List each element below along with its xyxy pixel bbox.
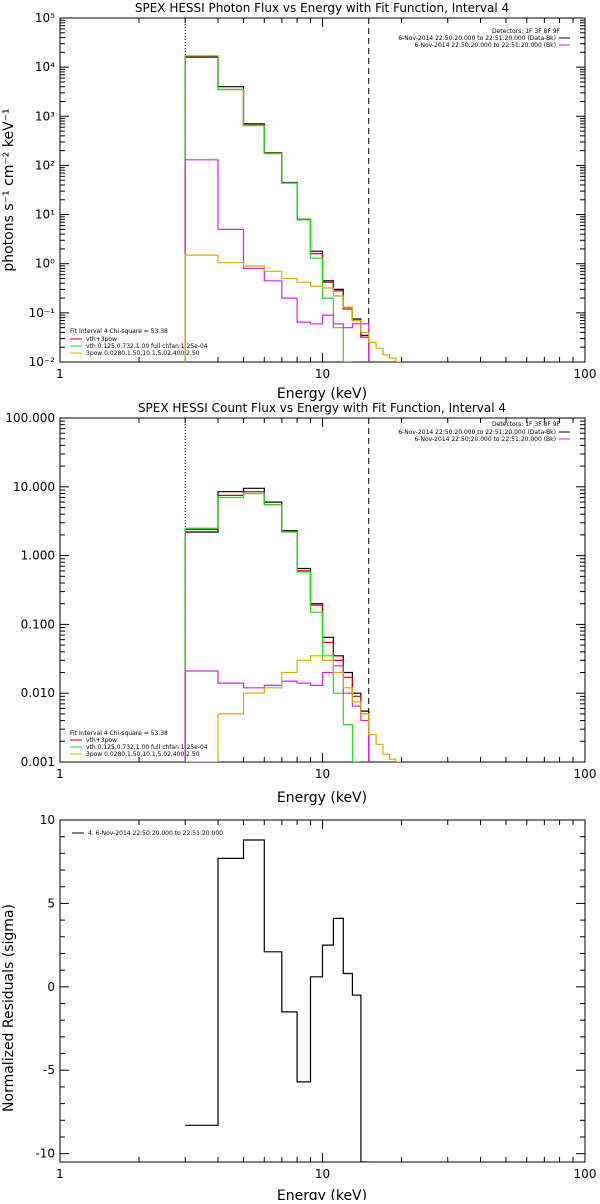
y-tick-label: 10² xyxy=(35,158,55,172)
y-tick-label: 100.000 xyxy=(5,411,55,425)
series-group xyxy=(184,487,402,762)
x-tick-label: 10 xyxy=(315,367,330,381)
plot-frame xyxy=(59,17,586,363)
count-flux-xlabel: Energy (keV) xyxy=(277,790,367,806)
count-flux-legend: Detectors: 1F 3F 8F 9F 6-Nov-2014 22:50:… xyxy=(398,421,560,443)
x-tick-label: 100 xyxy=(574,1167,597,1181)
series-0-step-line xyxy=(184,56,370,362)
series-3-step-line xyxy=(184,665,370,762)
x-tick-label: 100 xyxy=(574,767,597,781)
x-tick-label: 1 xyxy=(56,367,64,381)
plot-frame xyxy=(59,819,586,1163)
fit-vth-params: vth 0.125,0.732,1.00 full chfan 1.25e-04 xyxy=(86,744,208,751)
y-tick-label: 0.001 xyxy=(21,755,55,769)
y-tick-label: 0 xyxy=(47,980,55,994)
fit-3pow-params: 3pow 0.0280,1.50,10.1,5.02,400,2.50 xyxy=(86,350,200,357)
fit-3pow-params: 3pow 0.0280,1.50,10.1,5.02,400,2.50 xyxy=(86,751,200,758)
y-tick-label: 10⁻² xyxy=(29,355,56,369)
y-tick-label: 1.000 xyxy=(21,549,55,563)
residuals-xlabel: Energy (keV) xyxy=(277,1188,367,1200)
photon-flux-fit-legend: Fit Interval 4 Chi-square = 53.38 vth+3p… xyxy=(70,328,208,357)
count-flux-fit-legend: Fit Interval 4 Chi-square = 53.38 vth+3p… xyxy=(70,730,208,758)
x-tick-label: 10 xyxy=(315,767,330,781)
series-group xyxy=(184,55,402,362)
x-tick-label: 10 xyxy=(315,1167,330,1181)
count-flux-title: SPEX HESSI Count Flux vs Energy with Fit… xyxy=(138,401,506,415)
series-4-step-line xyxy=(185,655,402,762)
plot-frame xyxy=(59,417,586,763)
y-tick-label: 10⁰ xyxy=(35,257,55,271)
residuals-legend: 4. 6-Nov-2014 22:50:20.000 to 22:51:20.0… xyxy=(88,830,223,837)
legend-data-bk: 6-Nov-2014 22:50:20.000 to 22:51:20.000 … xyxy=(398,429,556,436)
residuals-panel: Energy (keV) Normalized Residuals (sigma… xyxy=(1,813,597,1204)
photon-flux-title: SPEX HESSI Photon Flux vs Energy with Fi… xyxy=(135,1,509,15)
y-tick-label: 10.000 xyxy=(13,480,55,494)
fit-vth-params: vth 0.125,0.732,1.00 full chfan 1.25e-04 xyxy=(86,343,208,350)
series-2-step-line xyxy=(184,55,353,362)
y-tick-label: 10¹ xyxy=(35,208,55,222)
series-0-step-line xyxy=(185,839,369,1162)
y-tick-label: 0.100 xyxy=(21,617,55,631)
fit-vth-3pow: vth+3pow xyxy=(86,336,117,343)
legend-detectors: Detectors: 1F 3F 8F 9F xyxy=(492,421,561,428)
legend-detectors: Detectors: 1F 3F 8F 9F xyxy=(492,28,561,35)
fit-chi-square: Fit Interval 4 Chi-square = 53.38 xyxy=(70,328,168,335)
x-tick-label: 1 xyxy=(56,767,64,781)
series-group xyxy=(185,839,369,1162)
series-2-step-line xyxy=(184,492,361,762)
series-1-step-line xyxy=(184,55,370,362)
y-tick-label: -10 xyxy=(35,1147,55,1161)
fit-vth-3pow: vth+3pow xyxy=(86,737,117,744)
y-tick-label: 5 xyxy=(47,896,55,910)
photon-flux-panel: SPEX HESSI Photon Flux vs Energy with Fi… xyxy=(1,1,596,402)
residuals-ylabel: Normalized Residuals (sigma) xyxy=(1,904,17,1112)
photon-flux-legend: Detectors: 1F 3F 8F 9F 6-Nov-2014 22:50:… xyxy=(398,28,560,49)
count-flux-panel: SPEX HESSI Count Flux vs Energy with Fit… xyxy=(5,401,596,806)
legend-bk: 6-Nov-2014 22:50:20.000 to 22:51:20.000 … xyxy=(414,436,556,443)
x-tick-label: 1 xyxy=(56,1167,64,1181)
x-tick-label: 100 xyxy=(574,367,597,381)
photon-flux-ylabel: photons s⁻¹ cm⁻² keV⁻¹ xyxy=(1,108,17,271)
y-tick-label: 10⁻¹ xyxy=(29,306,56,320)
y-tick-label: 10⁵ xyxy=(35,11,55,25)
y-tick-label: 10³ xyxy=(35,109,55,123)
y-tick-label: 10 xyxy=(40,813,55,827)
series-3-step-line xyxy=(184,159,370,362)
y-tick-label: -5 xyxy=(43,1063,55,1077)
y-tick-label: 10⁴ xyxy=(35,60,55,74)
legend-data-bk: 6-Nov-2014 22:50:20.000 to 22:51:20.000 … xyxy=(398,35,556,42)
fit-chi-square: Fit Interval 4 Chi-square = 53.38 xyxy=(70,730,168,737)
y-tick-label: 0.010 xyxy=(21,686,55,700)
legend-bk: 6-Nov-2014 22:50:20.000 to 22:51:20.000 … xyxy=(414,42,556,49)
photon-flux-xlabel: Energy (keV) xyxy=(277,386,367,402)
series-4-step-line xyxy=(184,254,402,362)
